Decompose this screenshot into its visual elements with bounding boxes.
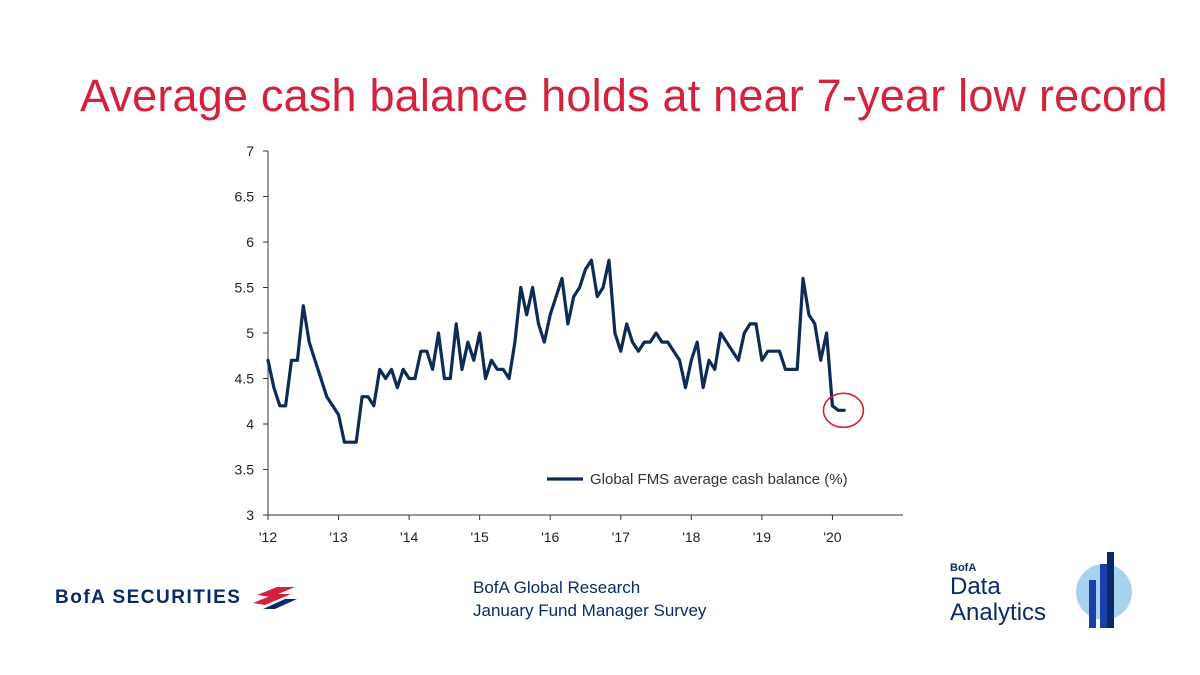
x-axis-ticks: '12 '13 '14 '15 '16 '17 '18 '19 '20 — [259, 515, 842, 545]
data-analytics-icon — [1076, 552, 1132, 628]
y-tick-label: 3 — [246, 507, 254, 523]
x-tick-label: '17 — [612, 529, 630, 545]
y-tick-label: 3.5 — [235, 462, 255, 478]
da-line-2: Analytics — [950, 599, 1047, 626]
data-analytics-logo: BofA Data Analytics — [950, 562, 1046, 626]
source-line-2: January Fund Manager Survey — [473, 601, 707, 620]
y-tick-label: 5 — [246, 325, 254, 341]
x-tick-label: '20 — [823, 529, 841, 545]
x-tick-label: '14 — [400, 529, 418, 545]
y-tick-label: 6.5 — [235, 189, 255, 205]
brand-name: BofA SECURITIES — [55, 587, 242, 608]
flag-logo-icon — [253, 587, 298, 609]
x-tick-label: '19 — [753, 529, 771, 545]
da-line-1: Data — [950, 573, 1001, 600]
highlight-circle — [822, 392, 865, 429]
bofa-securities-logo: BofA SECURITIES — [55, 585, 299, 611]
legend: Global FMS average cash balance (%) — [547, 471, 848, 488]
da-brand: BofA — [950, 562, 977, 574]
page-title: Average cash balance holds at near 7-yea… — [80, 70, 1168, 121]
x-tick-label: '15 — [471, 529, 489, 545]
y-tick-label: 7 — [246, 143, 254, 159]
x-tick-label: '16 — [541, 529, 559, 545]
y-tick-label: 6 — [246, 234, 254, 250]
source-note: BofA Global Research January Fund Manage… — [473, 576, 706, 622]
y-tick-label: 4 — [246, 416, 254, 432]
x-tick-label: '13 — [329, 529, 347, 545]
y-tick-label: 4.5 — [235, 371, 255, 387]
x-tick-label: '12 — [259, 529, 277, 545]
cash-balance-line — [266, 258, 846, 444]
source-line-1: BofA Global Research — [473, 578, 641, 597]
x-tick-label: '18 — [682, 529, 700, 545]
legend-label: Global FMS average cash balance (%) — [590, 471, 848, 488]
y-tick-label: 5.5 — [235, 280, 255, 296]
y-axis-ticks: 3 3.5 4 4.5 5 5.5 6 6.5 7 — [235, 143, 268, 523]
